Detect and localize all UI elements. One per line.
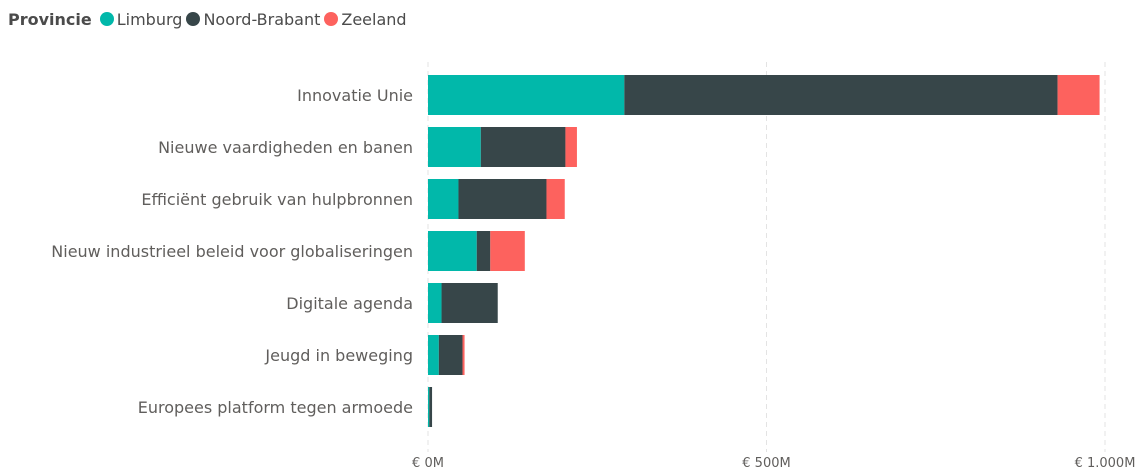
bar-segment-zeeland[interactable]: [490, 231, 525, 271]
bar-segment-limburg[interactable]: [428, 387, 430, 427]
legend-dot-icon: [99, 12, 114, 26]
bar-segment-noord-brabant[interactable]: [458, 179, 547, 219]
bar-segment-noord-brabant[interactable]: [429, 387, 433, 427]
category-label: Jeugd in beweging: [264, 346, 413, 365]
legend-label: Noord-Brabant: [203, 9, 321, 29]
bar-segment-noord-brabant[interactable]: [624, 75, 1058, 115]
bar-segment-zeeland[interactable]: [462, 335, 465, 375]
category-label: Europees platform tegen armoede: [138, 398, 413, 417]
legend-items: Limburg Noord-Brabant Zeeland: [99, 9, 411, 29]
x-axis-ticks: € 0M € 500M € 1.000M: [412, 456, 1135, 471]
bar-segment-zeeland[interactable]: [565, 127, 577, 167]
x-tick-label: € 0M: [412, 456, 444, 471]
legend-dot-icon: [186, 12, 201, 26]
bar-segment-noord-brabant[interactable]: [476, 231, 491, 271]
legend-item-zeeland[interactable]: Zeeland: [324, 9, 407, 29]
legend-label: Zeeland: [341, 9, 407, 29]
category-label: Nieuw industrieel beleid voor globaliser…: [51, 242, 413, 261]
legend: Provincie Limburg Noord-Brabant Zeeland: [8, 8, 411, 30]
bar-segment-noord-brabant[interactable]: [438, 335, 463, 375]
bar-segment-limburg[interactable]: [428, 335, 439, 375]
legend-label: Limburg: [116, 9, 183, 29]
bar-segment-limburg[interactable]: [428, 179, 459, 219]
bar-segment-zeeland[interactable]: [546, 179, 565, 219]
category-label: Efficiënt gebruik van hulpbronnen: [141, 190, 413, 209]
legend-dot-icon: [324, 12, 339, 26]
x-tick-label: € 1.000M: [1075, 456, 1136, 471]
category-label: Nieuwe vaardigheden en banen: [158, 138, 413, 157]
legend-item-limburg[interactable]: Limburg: [99, 9, 183, 29]
category-labels: Innovatie Unie Nieuwe vaardigheden en ban…: [51, 86, 413, 417]
legend-title: Provincie: [8, 9, 92, 29]
bar-segment-zeeland[interactable]: [1057, 75, 1100, 115]
bar-segment-noord-brabant[interactable]: [480, 127, 566, 167]
legend-item-noord-brabant[interactable]: Noord-Brabant: [186, 10, 320, 29]
bar-segment-limburg[interactable]: [428, 283, 442, 323]
bar-segment-limburg[interactable]: [428, 231, 477, 271]
bar-layer: [428, 75, 1100, 427]
grid-layer: [427, 62, 1106, 452]
x-tick-label: € 500M: [742, 456, 790, 471]
category-label: Digitale agenda: [286, 294, 413, 313]
category-label: Innovatie Unie: [297, 86, 413, 105]
bar-segment-limburg[interactable]: [428, 127, 481, 167]
bar-segment-noord-brabant[interactable]: [441, 283, 498, 323]
bar-segment-limburg[interactable]: [428, 75, 625, 115]
